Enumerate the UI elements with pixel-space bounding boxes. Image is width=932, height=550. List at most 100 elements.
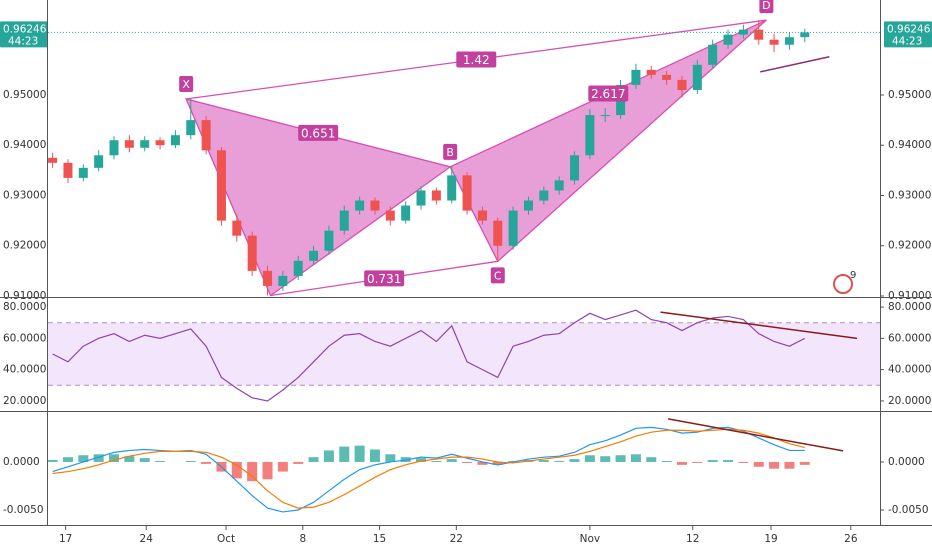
- y-tick-label-left: -0.0050: [3, 504, 44, 516]
- histogram-bar: [492, 461, 503, 465]
- histogram-bar: [201, 461, 212, 464]
- candle-body: [186, 120, 196, 136]
- histogram-bar: [416, 458, 427, 462]
- histogram-bar: [769, 461, 780, 469]
- y-tick-label: 80.0000: [888, 301, 931, 313]
- candle-body: [278, 275, 288, 286]
- histogram-bar: [462, 461, 473, 463]
- y-tick-label-left: 60.0000: [3, 332, 46, 344]
- candle-body: [570, 155, 580, 181]
- point-box: [179, 76, 194, 92]
- y-tick-label: 60.0000: [888, 332, 931, 344]
- histogram-bar: [62, 457, 73, 462]
- trend-line: [668, 418, 844, 452]
- point-label: B: [446, 146, 454, 159]
- ratio-label: 0.651: [301, 126, 335, 140]
- histogram-bar: [277, 461, 288, 472]
- candle-body: [370, 200, 380, 211]
- candle-body: [784, 37, 794, 45]
- histogram-bar: [139, 458, 150, 462]
- histogram-bar: [93, 454, 104, 462]
- ratio-box: [588, 85, 629, 102]
- candle-body: [600, 115, 610, 117]
- candle-body: [769, 39, 779, 45]
- point-label: X: [182, 78, 190, 91]
- last-price-label: 0.96246: [3, 23, 47, 35]
- y-tick-label-left: 0.94000: [3, 139, 46, 151]
- histogram-bar: [676, 461, 687, 465]
- candle-body: [800, 32, 810, 38]
- candle-body: [232, 220, 242, 236]
- histogram-bar: [369, 449, 380, 462]
- candle-body: [324, 230, 334, 251]
- trend-line: [760, 56, 830, 73]
- last-price-label: 0.96246: [887, 23, 931, 35]
- y-tick-label: 0.95000: [888, 89, 931, 101]
- x-tick-label: 22: [450, 533, 463, 545]
- candle-body: [708, 44, 718, 65]
- histogram-bar: [247, 461, 258, 482]
- x-tick-label: Nov: [580, 533, 601, 545]
- candle-body: [523, 200, 533, 211]
- y-tick-label: 0.92000: [888, 240, 931, 252]
- y-tick-label: 0.0000: [888, 456, 925, 468]
- x-tick-label: Oct: [217, 533, 235, 545]
- x-tick-label: 17: [59, 533, 72, 545]
- ratio-box: [364, 270, 405, 287]
- y-tick-label-left: 0.91000: [3, 290, 46, 302]
- y-tick-label: 0.94000: [888, 139, 931, 151]
- y-tick-label-left: 0.92000: [3, 240, 46, 252]
- rsi-line: [52, 309, 806, 402]
- candle-body: [508, 210, 518, 246]
- y-tick-label-left: 0.0000: [3, 456, 40, 468]
- x-tick-label: 8: [299, 533, 306, 545]
- histogram-bar: [615, 455, 626, 462]
- histogram-bar: [692, 461, 703, 463]
- x-tick-label: 15: [373, 533, 386, 545]
- candle-body: [692, 64, 702, 90]
- candle-body: [677, 79, 687, 90]
- ratio-box: [456, 51, 497, 68]
- last-price-box: [0, 21, 48, 48]
- countdown-label: 44:23: [8, 35, 38, 47]
- histogram-bar: [753, 461, 764, 467]
- x-tick-label: 24: [140, 533, 154, 545]
- plot-area: [48, 19, 880, 513]
- histogram-bar: [554, 461, 565, 462]
- histogram-bar: [155, 461, 166, 462]
- candle-body: [339, 210, 349, 231]
- candle-body: [738, 29, 748, 35]
- candle-body: [493, 220, 503, 246]
- candle-body: [216, 150, 226, 221]
- candle-body: [401, 205, 411, 221]
- histogram-bar: [48, 460, 58, 462]
- last-price-box: [884, 21, 932, 48]
- x-tick-label: 19: [764, 533, 777, 545]
- y-tick-label-left: 80.0000: [3, 301, 46, 313]
- candle-body: [554, 180, 564, 191]
- macd-line: [52, 428, 805, 509]
- ratio-label: 2.617: [591, 87, 625, 101]
- histogram-bar: [262, 461, 273, 480]
- x-tick-label: 12: [686, 533, 699, 545]
- histogram-bar: [124, 456, 135, 462]
- y-tick-label-left: 20.0000: [3, 395, 46, 407]
- point-label: C: [494, 269, 502, 282]
- point-box: [490, 267, 505, 284]
- y-tick-label: -0.0050: [888, 504, 929, 516]
- histogram-bar: [646, 457, 657, 462]
- histogram-bar: [630, 454, 641, 462]
- candle-body: [247, 235, 257, 271]
- x-tick-label: 26: [844, 533, 858, 545]
- histogram-bar: [661, 461, 672, 462]
- candle-body: [170, 135, 180, 146]
- y-tick-label: 40.0000: [888, 364, 931, 376]
- histogram-bar: [600, 456, 611, 462]
- histogram-bar: [738, 461, 749, 463]
- candle-body: [201, 120, 211, 151]
- histogram-bar: [385, 454, 396, 462]
- histogram-bar: [707, 460, 718, 462]
- histogram-bar: [784, 461, 795, 469]
